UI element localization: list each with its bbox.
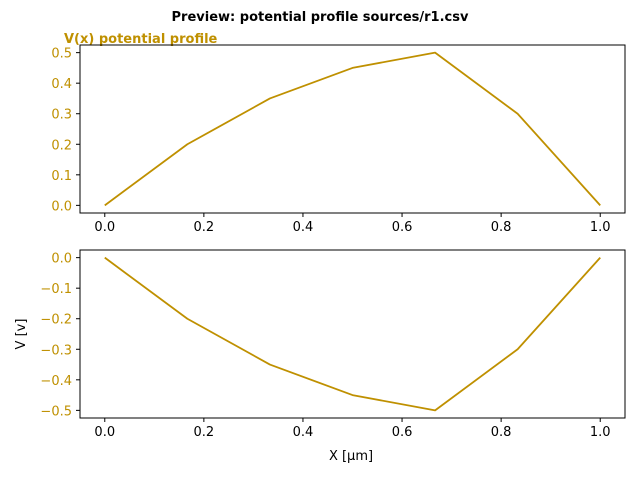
top-plot-x-tick-label: 0.4 <box>293 220 314 235</box>
bottom-plot-x-tick-label: 0.0 <box>94 425 115 440</box>
bottom-plot-frame <box>79 249 626 419</box>
top-plot-panel: V(x) potential profile 0.0 0.2 0.4 0.6 0.8 1.… <box>51 32 626 235</box>
bottom-plot-x-tick-label: 0.8 <box>491 425 512 440</box>
bottom-plot-y-tick-label: −0.2 <box>40 313 72 328</box>
bottom-plot-x-tick-label: 0.2 <box>194 425 215 440</box>
top-plot-series-line <box>104 51 601 207</box>
bottom-plot-y-tick-label: −0.1 <box>40 282 72 297</box>
top-plot-frame <box>79 44 626 214</box>
top-plot-y-tick-label: 0.4 <box>51 77 72 92</box>
bottom-plot-x-tick-label: 0.6 <box>392 425 413 440</box>
top-plot-x-tick-label: 0.0 <box>94 220 115 235</box>
top-plot-x-tick-label: 0.8 <box>491 220 512 235</box>
top-plot-y-tick-label: 0.2 <box>51 138 72 153</box>
top-plot-y-tick-label: 0.1 <box>51 169 72 184</box>
bottom-plot-x-tick-label: 1.0 <box>590 425 611 440</box>
top-plot-x-tick-label: 1.0 <box>590 220 611 235</box>
bottom-plot-y-tick-label: −0.3 <box>40 343 72 358</box>
bottom-plot-series-line <box>104 256 601 412</box>
bottom-plot-xlabel: X [μm] <box>329 449 373 464</box>
top-plot-y-tick-label: 0.5 <box>51 47 72 62</box>
bottom-plot-panel: X [μm] V [v] 0.0 0.2 0.4 0.6 0.8 1.0 0.0 −0.1 −0… <box>14 249 626 464</box>
top-plot-x-tick-label: 0.6 <box>392 220 413 235</box>
top-plot-x-tick-label: 0.2 <box>194 220 215 235</box>
bottom-plot-y-tick-label: −0.5 <box>40 404 72 419</box>
top-plot-y-tick-label: 0.0 <box>51 199 72 214</box>
bottom-plot-x-tick-label: 0.4 <box>293 425 314 440</box>
bottom-plot-y-tick-label: −0.4 <box>40 374 72 389</box>
bottom-plot-y-tick-label: 0.0 <box>51 252 72 267</box>
top-plot-title: V(x) potential profile <box>64 32 218 47</box>
figure-title: Preview: potential profile sources/r1.cs… <box>172 10 469 25</box>
bottom-plot-ylabel: V [v] <box>14 319 29 350</box>
top-plot-y-tick-label: 0.3 <box>51 108 72 123</box>
